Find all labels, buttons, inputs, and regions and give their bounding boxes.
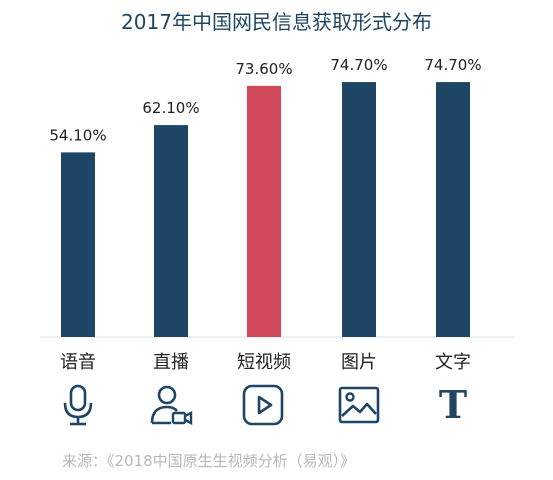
bar-4 bbox=[342, 82, 376, 338]
category-label-5: 文字 bbox=[435, 352, 471, 373]
microphone-icon bbox=[63, 384, 93, 426]
text-icon: T bbox=[438, 382, 468, 427]
category-label-4: 图片 bbox=[341, 352, 377, 373]
category-label-2: 直播 bbox=[153, 352, 189, 373]
bar-2 bbox=[154, 125, 188, 338]
data-label-5: 74.70% bbox=[424, 56, 481, 74]
data-label-3: 73.60% bbox=[235, 60, 292, 78]
image-icon bbox=[338, 386, 380, 424]
bar-1 bbox=[61, 152, 95, 337]
play-video-icon bbox=[242, 384, 284, 426]
source-note: 来源：《2018中国原生生视频分析（易观）》 bbox=[62, 452, 356, 470]
data-label-4: 74.70% bbox=[330, 56, 387, 74]
bar-3 bbox=[247, 85, 281, 337]
chart-title: 2017年中国网民信息获取形式分布 bbox=[121, 10, 432, 34]
category-label-3: 短视频 bbox=[237, 352, 291, 373]
live-stream-user-icon bbox=[150, 385, 193, 425]
bar-5 bbox=[436, 82, 470, 338]
data-label-1: 54.10% bbox=[49, 126, 106, 144]
data-label-2: 62.10% bbox=[142, 99, 199, 117]
category-label-1: 语音 bbox=[60, 352, 96, 373]
